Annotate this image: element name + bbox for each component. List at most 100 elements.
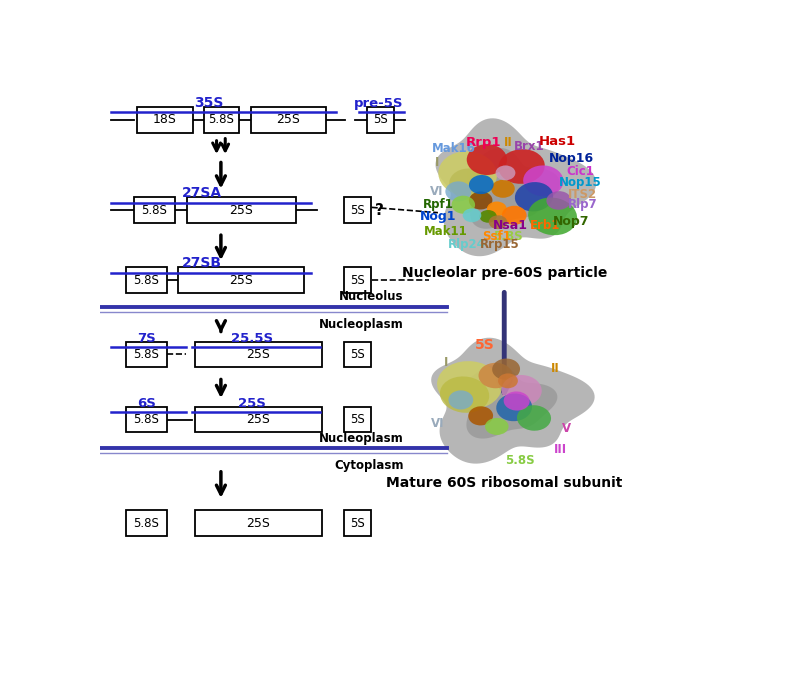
Polygon shape <box>466 148 559 229</box>
Ellipse shape <box>489 215 507 229</box>
Text: 5S: 5S <box>350 274 365 287</box>
Text: Rlp24: Rlp24 <box>448 238 486 251</box>
FancyBboxPatch shape <box>178 267 304 293</box>
Ellipse shape <box>504 391 530 411</box>
Ellipse shape <box>546 191 571 209</box>
Polygon shape <box>431 338 594 464</box>
Text: 5.8S: 5.8S <box>134 413 159 426</box>
Text: 7S: 7S <box>137 332 156 344</box>
FancyBboxPatch shape <box>251 107 326 132</box>
Text: Rlp7: Rlp7 <box>567 198 597 212</box>
Ellipse shape <box>469 192 493 209</box>
Text: pre-5S: pre-5S <box>354 97 404 110</box>
Text: 5S: 5S <box>350 203 365 216</box>
Ellipse shape <box>523 165 563 196</box>
Ellipse shape <box>498 373 518 389</box>
Ellipse shape <box>491 180 514 198</box>
Text: Nucleolus: Nucleolus <box>339 290 404 303</box>
Text: Nucleoplasm: Nucleoplasm <box>319 431 404 444</box>
Text: 18S: 18S <box>153 113 177 126</box>
Text: Brx1: Brx1 <box>514 140 544 153</box>
FancyBboxPatch shape <box>344 342 371 367</box>
Ellipse shape <box>485 418 509 435</box>
Text: 27SB: 27SB <box>182 256 222 271</box>
Ellipse shape <box>502 375 542 406</box>
Text: Rrp1: Rrp1 <box>466 136 501 149</box>
Text: 5S: 5S <box>474 338 494 352</box>
Text: 25S: 25S <box>230 203 254 216</box>
Text: Ssf1: Ssf1 <box>482 230 511 243</box>
Text: 5.8S: 5.8S <box>506 454 535 467</box>
FancyBboxPatch shape <box>134 197 175 223</box>
Ellipse shape <box>517 405 551 431</box>
FancyBboxPatch shape <box>187 197 296 223</box>
Text: 5S: 5S <box>373 113 388 126</box>
Ellipse shape <box>528 198 577 235</box>
Ellipse shape <box>440 376 490 413</box>
Text: Erb1: Erb1 <box>530 219 560 232</box>
FancyBboxPatch shape <box>126 267 167 293</box>
Text: Nop15: Nop15 <box>559 176 602 189</box>
Text: Nop16: Nop16 <box>549 152 594 165</box>
Ellipse shape <box>446 181 471 201</box>
Text: I: I <box>434 156 439 169</box>
Text: Nucleolar pre-60S particle: Nucleolar pre-60S particle <box>402 266 607 280</box>
FancyBboxPatch shape <box>366 107 394 132</box>
Ellipse shape <box>437 361 502 409</box>
Text: Nsa1: Nsa1 <box>493 219 528 232</box>
Text: 25.5S: 25.5S <box>231 332 273 344</box>
Ellipse shape <box>449 391 474 409</box>
Text: 25S: 25S <box>246 348 270 361</box>
Text: ITS2: ITS2 <box>568 187 597 200</box>
FancyBboxPatch shape <box>344 511 371 536</box>
Text: ?: ? <box>374 203 383 218</box>
Text: III: III <box>554 443 566 456</box>
Text: Rrp15: Rrp15 <box>480 238 520 251</box>
FancyBboxPatch shape <box>344 197 371 223</box>
Ellipse shape <box>451 196 475 214</box>
FancyBboxPatch shape <box>126 342 167 367</box>
Ellipse shape <box>462 208 482 223</box>
Text: 25S: 25S <box>230 274 254 287</box>
Ellipse shape <box>450 168 492 200</box>
Text: Nucleoplasm: Nucleoplasm <box>319 318 404 331</box>
FancyBboxPatch shape <box>344 407 371 432</box>
Text: Nog1: Nog1 <box>420 210 456 223</box>
Text: Mak16: Mak16 <box>431 143 475 156</box>
Text: Mature 60S ribosomal subunit: Mature 60S ribosomal subunit <box>386 476 622 491</box>
Ellipse shape <box>498 150 545 184</box>
Ellipse shape <box>478 363 513 389</box>
FancyBboxPatch shape <box>126 407 167 432</box>
Ellipse shape <box>469 175 494 194</box>
FancyBboxPatch shape <box>204 107 239 132</box>
Text: VI: VI <box>431 417 445 430</box>
Text: V: V <box>562 422 571 435</box>
Ellipse shape <box>496 393 532 421</box>
Text: Mak11: Mak11 <box>423 225 467 238</box>
Text: 5S: 5S <box>350 348 365 361</box>
Text: Rpf1: Rpf1 <box>422 198 454 212</box>
Ellipse shape <box>479 210 497 223</box>
FancyBboxPatch shape <box>194 342 322 367</box>
Text: Has1: Has1 <box>539 134 576 147</box>
Ellipse shape <box>466 144 507 175</box>
Text: 5.8S: 5.8S <box>142 203 167 216</box>
Ellipse shape <box>468 407 493 425</box>
Text: 25S: 25S <box>277 113 301 126</box>
Polygon shape <box>462 364 558 439</box>
Text: 5.8S: 5.8S <box>493 230 522 243</box>
Text: 5.8S: 5.8S <box>134 274 159 287</box>
Ellipse shape <box>515 182 553 212</box>
Text: 25S: 25S <box>246 413 270 426</box>
FancyBboxPatch shape <box>194 511 322 536</box>
Text: II: II <box>503 136 512 149</box>
Text: Cytoplasm: Cytoplasm <box>334 460 404 473</box>
Ellipse shape <box>438 152 497 196</box>
Ellipse shape <box>495 165 515 181</box>
Text: 5S: 5S <box>350 517 365 530</box>
Text: 25S: 25S <box>246 517 270 530</box>
Ellipse shape <box>502 206 526 225</box>
Text: Nop7: Nop7 <box>553 215 590 228</box>
Text: II: II <box>551 362 560 375</box>
Text: 5.8S: 5.8S <box>209 113 234 126</box>
